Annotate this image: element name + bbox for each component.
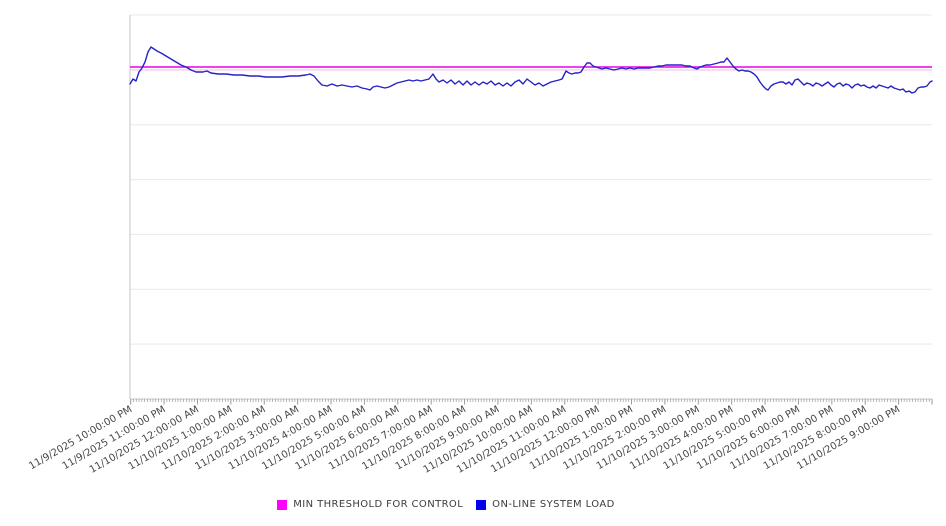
online-system-load-line	[129, 46, 933, 94]
online-system-load-swatch-icon	[476, 499, 487, 510]
legend-label-min-threshold: MIN THRESHOLD FOR CONTROL	[293, 499, 464, 510]
legend-item-online-system-load[interactable]: ON-LINE SYSTEM LOAD	[476, 499, 615, 510]
legend-item-min-threshold[interactable]: MIN THRESHOLD FOR CONTROL	[277, 499, 463, 510]
minor-ticks	[133, 399, 930, 402]
hour-ticks	[130, 399, 933, 405]
chart-legend: MIN THRESHOLD FOR CONTROL ON-LINE SYSTEM…	[0, 499, 919, 510]
legend-label-online-system-load: ON-LINE SYSTEM LOAD	[492, 499, 615, 510]
min-threshold-swatch-icon	[277, 499, 288, 510]
